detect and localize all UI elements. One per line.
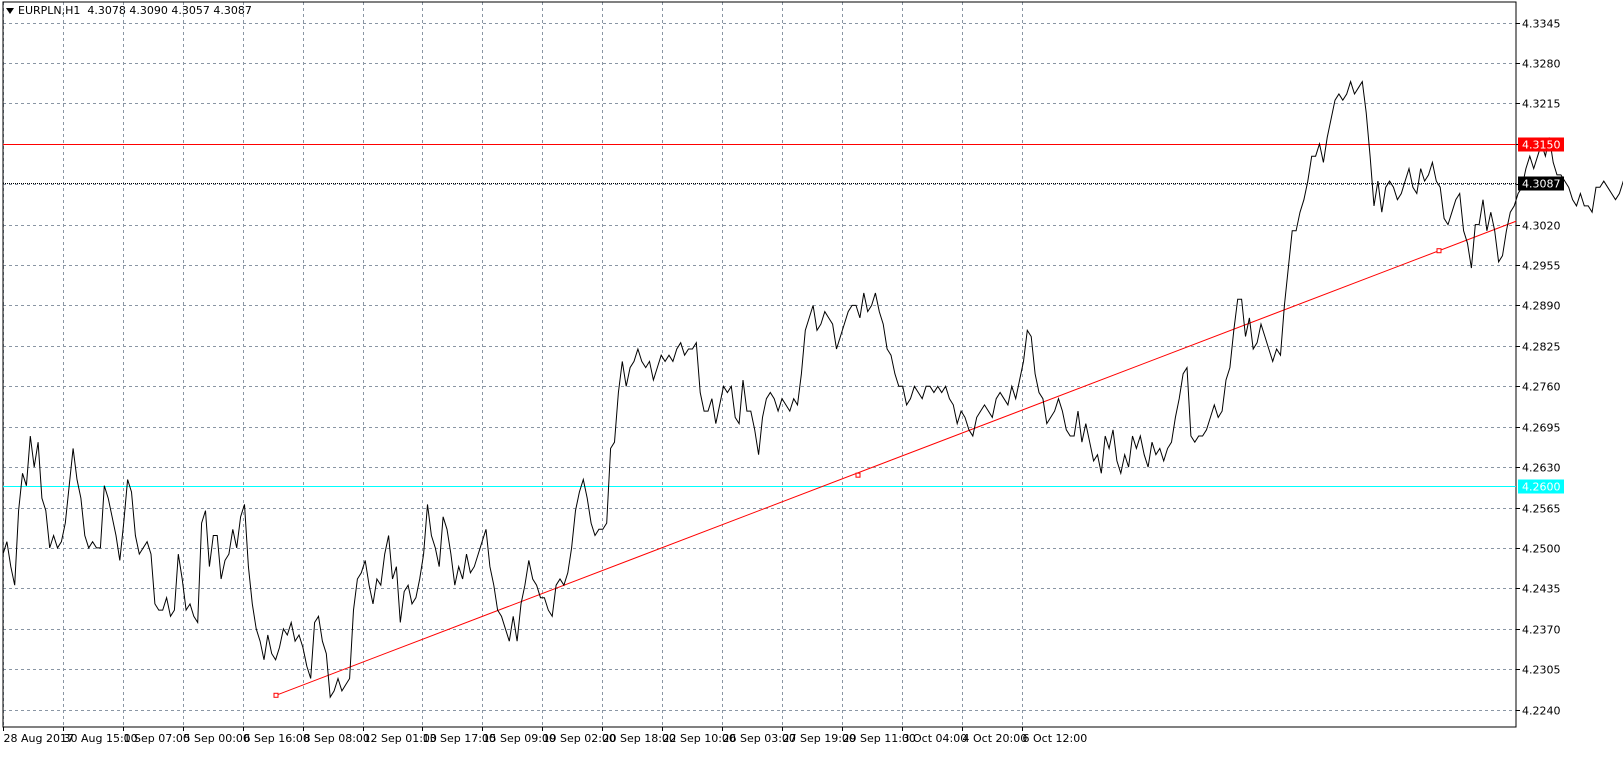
y-tick-label: 4.3215 [1522, 98, 1561, 111]
y-tick-label: 4.2500 [1522, 543, 1561, 556]
x-tick-label: 22 Sep 10:00 [663, 732, 736, 745]
y-tick-label: 4.2825 [1522, 341, 1561, 354]
trendline-anchor [855, 472, 861, 478]
y-tick-label: 4.3280 [1522, 58, 1561, 71]
symbol-label: EURPLN,H1 [18, 4, 81, 17]
x-tick-label: 6 Sep 16:00 [244, 732, 310, 745]
price-tag-label: 4.2600 [1522, 481, 1561, 494]
y-tick-label: 4.2890 [1522, 300, 1561, 313]
x-tick-label: 5 Sep 00:00 [184, 732, 250, 745]
y-tick-label: 4.2565 [1522, 503, 1561, 516]
x-tick-label: 28 Aug 2017 [4, 732, 74, 745]
trendline-anchor [273, 692, 279, 698]
y-tick-label: 4.2435 [1522, 583, 1561, 596]
open-price: 4.3078 [87, 4, 126, 17]
x-tick-label: 27 Sep 19:00 [783, 732, 856, 745]
price-tag-label: 4.3087 [1522, 178, 1561, 191]
x-tick-label: 3 Oct 04:00 [903, 732, 968, 745]
x-tick-label: 29 Sep 11:00 [843, 732, 916, 745]
high-price: 4.3090 [129, 4, 168, 17]
y-tick-label: 4.2240 [1522, 705, 1561, 718]
y-tick-label: 4.2370 [1522, 624, 1561, 637]
trendline [275, 220, 1517, 696]
x-tick-label: 19 Sep 02:00 [543, 732, 616, 745]
price-series-line [2, 79, 1623, 699]
horizontal-line-labels: 4.3150 4.3087 4.2600 [1518, 137, 1564, 494]
x-tick-label: 12 Sep 01:00 [364, 732, 437, 745]
x-tick-label: 13 Sep 17:00 [423, 732, 496, 745]
x-tick-label: 8 Sep 08:00 [304, 732, 370, 745]
y-tick-label: 4.2305 [1522, 664, 1561, 677]
price-tag-label: 4.3150 [1522, 139, 1561, 152]
low-price: 4.3057 [171, 4, 210, 17]
horizontal-lines[interactable] [3, 144, 1516, 487]
close-price: 4.3087 [213, 4, 252, 17]
y-tick-label: 4.2695 [1522, 422, 1561, 435]
x-tick-label: 20 Sep 18:00 [603, 732, 676, 745]
y-tick-label: 4.3345 [1522, 18, 1561, 31]
x-tick-label: 26 Sep 03:00 [723, 732, 796, 745]
trendline-anchor [1436, 248, 1442, 254]
plot-frame [2, 1, 1517, 728]
x-tick-label: 30 Aug 15:00 [64, 732, 138, 745]
y-tick-label: 4.3020 [1522, 220, 1561, 233]
chart-header: EURPLN,H1 4.3078 4.3090 4.3057 4.3087 [6, 4, 252, 17]
y-axis: 4.33454.32804.32154.31504.30854.30204.29… [1516, 18, 1561, 718]
grid [3, 2, 1516, 727]
price-tag [1518, 176, 1564, 191]
y-tick-label: 4.2630 [1522, 462, 1561, 475]
price-tag [1518, 479, 1564, 494]
y-tick-label: 4.2955 [1522, 260, 1561, 273]
trendline-group[interactable] [273, 220, 1517, 698]
x-tick-label: 4 Oct 20:00 [963, 732, 1028, 745]
y-tick-label: 4.2760 [1522, 381, 1561, 394]
x-tick-label: 1 Sep 07:00 [124, 732, 190, 745]
dropdown-triangle-icon[interactable] [6, 8, 14, 14]
x-tick-label: 15 Sep 09:00 [483, 732, 556, 745]
x-tick-label: 6 Oct 12:00 [1023, 732, 1088, 745]
price-tag [1518, 137, 1564, 152]
